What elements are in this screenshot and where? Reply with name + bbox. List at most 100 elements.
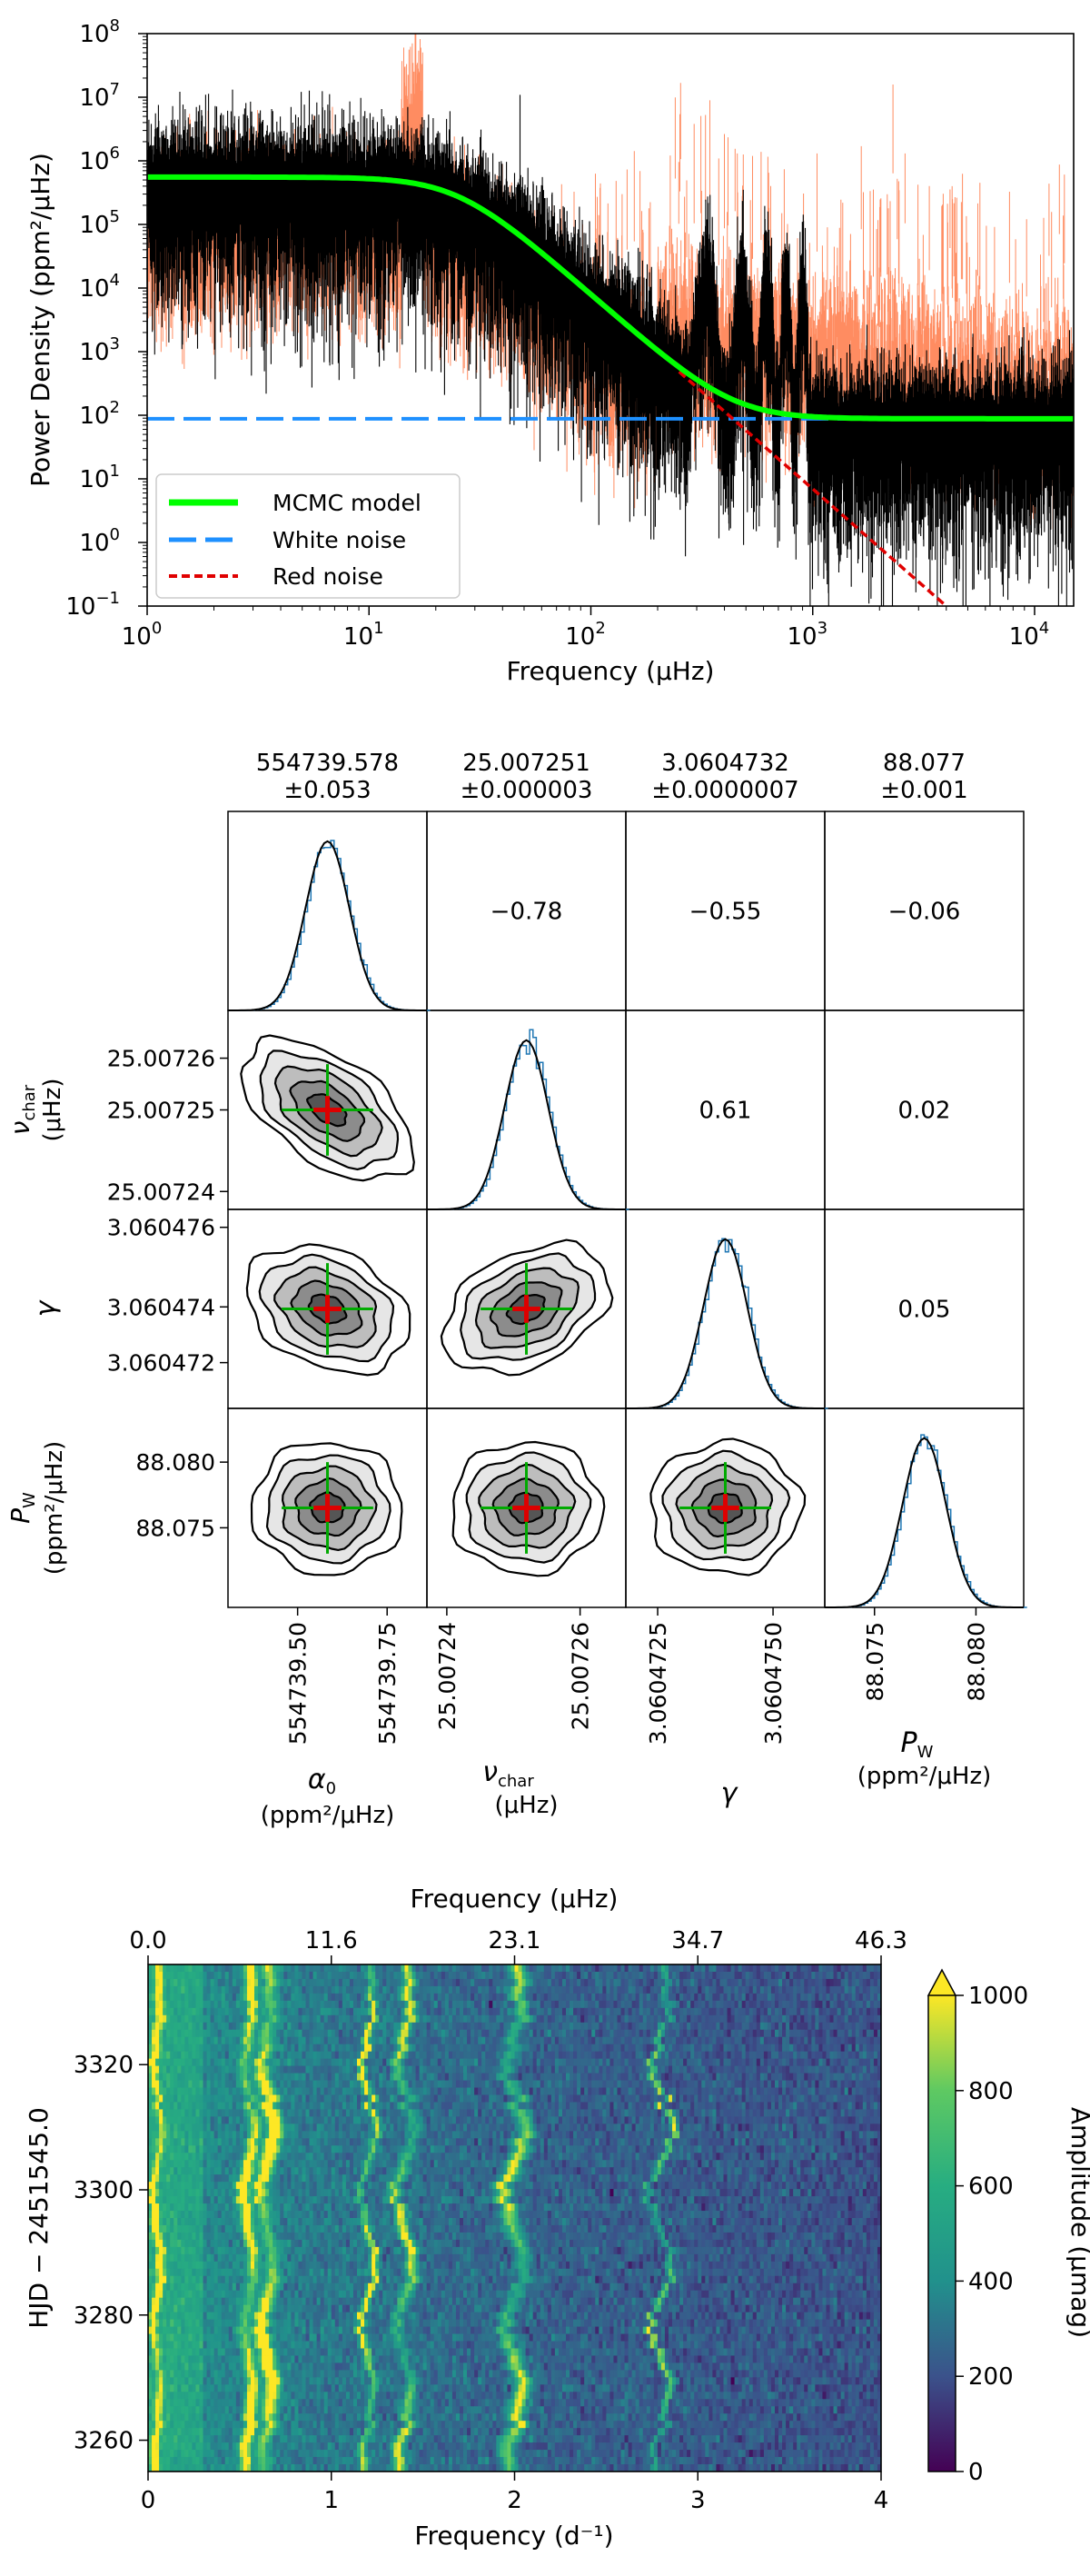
heatmap-cell [188, 2029, 193, 2038]
heatmap-cell [224, 1971, 230, 1980]
heatmap-cell [408, 2014, 413, 2024]
heatmap-cell [628, 2102, 633, 2111]
heatmap-cell [265, 2036, 270, 2045]
heatmap-cell [869, 2073, 875, 2082]
heatmap-cell [422, 1964, 428, 1973]
heatmap-cell [664, 2065, 669, 2074]
heatmap-cell [869, 2116, 875, 2124]
heatmap-cell [840, 2000, 846, 2009]
heatmap-cell [770, 2065, 776, 2074]
heatmap-cell [789, 1993, 794, 2002]
heatmap-cell [584, 2109, 589, 2117]
heatmap-cell [287, 2000, 292, 2009]
heatmap-cell [580, 1993, 585, 2002]
heatmap-cell [401, 2123, 406, 2132]
heatmap-cell [624, 2123, 629, 2132]
heatmap-cell [276, 2000, 281, 2009]
heatmap-cell [323, 1964, 329, 1973]
heatmap-cell [500, 2080, 504, 2089]
heatmap-cell [613, 2000, 619, 2009]
heatmap-cell [280, 2131, 284, 2139]
heatmap-cell [331, 2109, 336, 2117]
heatmap-cell [327, 2029, 332, 2038]
heatmap-cell [181, 2014, 185, 2024]
heatmap-cell [379, 2131, 383, 2139]
heatmap-cell [844, 2087, 849, 2096]
heatmap-cell [748, 2109, 754, 2117]
heatmap-cell [426, 1964, 431, 1973]
heatmap-cell [415, 2022, 421, 2031]
heatmap-cell [379, 2044, 383, 2053]
heatmap-cell [514, 2007, 520, 2016]
heatmap-cell [554, 1985, 560, 1994]
heatmap-cell [496, 2094, 500, 2104]
heatmap-cell [451, 2058, 457, 2067]
heatmap-cell [192, 1971, 197, 1980]
heatmap-cell [448, 2000, 453, 2009]
heatmap-cell [390, 2109, 394, 2117]
heatmap-cell [782, 2000, 787, 2009]
heatmap-cell [221, 2014, 226, 2024]
p1-x-tick-label: 102 [565, 619, 606, 651]
heatmap-cell [254, 2094, 259, 2104]
heatmap-cell [602, 2087, 607, 2096]
heatmap-cell [459, 1978, 464, 1987]
heatmap-cell [474, 2087, 479, 2096]
heatmap-cell [532, 2029, 538, 2038]
heatmap-cell [492, 2029, 497, 2038]
heatmap-cell [195, 1964, 201, 1973]
heatmap-cell [660, 1993, 666, 2002]
heatmap-cell [451, 2080, 457, 2089]
heatmap-cell [254, 2029, 259, 2038]
heatmap-cell [620, 2036, 626, 2045]
heatmap-cell [492, 2044, 497, 2053]
heatmap-cell [298, 2000, 303, 2009]
heatmap-cell [797, 2007, 801, 2016]
heatmap-cell [166, 2131, 171, 2139]
heatmap-cell [851, 2065, 857, 2074]
heatmap-cell [532, 2102, 538, 2111]
heatmap-cell [349, 2080, 354, 2089]
heatmap-cell [192, 2065, 197, 2074]
heatmap-cell [148, 1985, 153, 1994]
heatmap-cell [808, 2109, 812, 2117]
heatmap-cell [173, 2007, 178, 2016]
heatmap-cell [631, 2000, 637, 2009]
heatmap-cell [338, 2000, 343, 2009]
heatmap-cell [411, 2044, 417, 2053]
heatmap-cell [408, 2123, 413, 2132]
heatmap-cell [712, 1971, 718, 1980]
heatmap-cell [609, 2036, 615, 2045]
heatmap-cell [489, 2044, 493, 2053]
heatmap-cell [397, 1971, 402, 1980]
heatmap-cell [404, 2094, 410, 2104]
heatmap-cell [401, 2014, 406, 2024]
heatmap-cell [690, 2007, 695, 2016]
heatmap-cell [745, 1971, 750, 1980]
heatmap-cell [862, 2087, 867, 2096]
corner-histogram [427, 1029, 629, 1210]
heatmap-cell [181, 2022, 185, 2031]
heatmap-cell [163, 2022, 167, 2031]
heatmap-cell [705, 2087, 709, 2096]
heatmap-cell [653, 1993, 659, 2002]
heatmap-cell [210, 1978, 215, 1987]
heatmap-cell [752, 2123, 758, 2132]
heatmap-cell [507, 2044, 512, 2053]
heatmap-cell [829, 2073, 835, 2082]
heatmap-cell [573, 1985, 578, 1994]
heatmap-cell [467, 2000, 471, 2009]
heatmap-cell [455, 2116, 461, 2124]
heatmap-cell [866, 2000, 871, 2009]
heatmap-cell [323, 2000, 329, 2009]
heatmap-cell [426, 2073, 431, 2082]
heatmap-cell [352, 2123, 358, 2132]
heatmap-cell [591, 2058, 596, 2067]
heatmap-cell [723, 1993, 728, 2002]
heatmap-cell [577, 2036, 581, 2045]
heatmap-cell [536, 2036, 541, 2045]
heatmap-cell [657, 1964, 662, 1973]
heatmap-cell [866, 2022, 871, 2031]
heatmap-cell [877, 1978, 881, 1987]
heatmap-cell [265, 2087, 270, 2096]
